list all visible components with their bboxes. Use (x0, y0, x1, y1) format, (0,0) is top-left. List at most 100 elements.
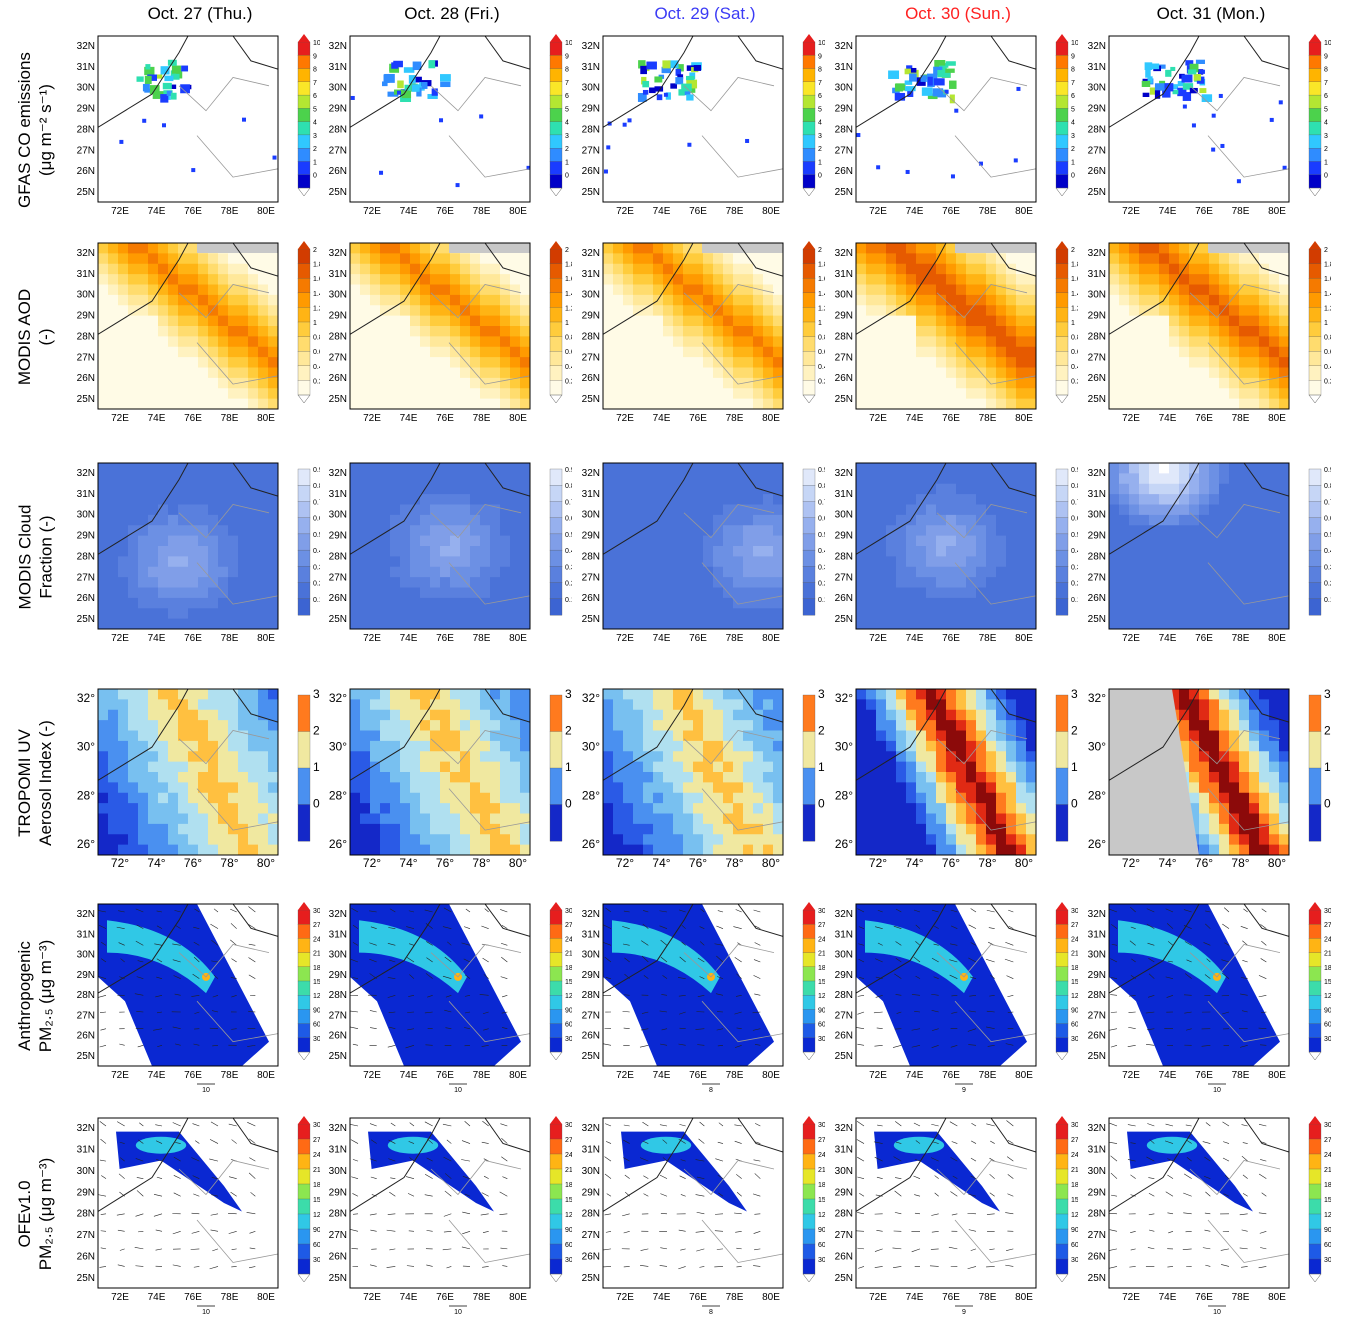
field-cell (138, 253, 149, 265)
field-cell (350, 305, 361, 317)
field-cell (238, 699, 249, 711)
field-cell (1026, 398, 1036, 409)
field-cell (743, 751, 754, 763)
field-cell (98, 398, 109, 409)
field-cell (148, 294, 159, 306)
field-cell (1016, 740, 1027, 752)
field-cell (410, 751, 421, 763)
emission-cell (1211, 113, 1216, 118)
lat-tick-label: 28N (835, 551, 853, 562)
field-cell (926, 336, 937, 348)
field-cell (440, 473, 451, 485)
field-cell (683, 473, 694, 485)
colorbar-max-triangle (1056, 241, 1068, 249)
field-cell (1179, 294, 1190, 306)
field-cell (238, 751, 249, 763)
field-cell (1279, 357, 1289, 369)
field-cell (1239, 597, 1250, 609)
field-cell (1249, 263, 1260, 275)
field-cell (390, 253, 401, 265)
field-cell (906, 813, 917, 825)
field-cell (623, 556, 634, 568)
emission-cell (642, 89, 649, 95)
field-cell (108, 689, 119, 700)
field-cell (856, 473, 867, 485)
field-cell (926, 494, 937, 506)
colorbar-tick-label: 0.8 (1071, 335, 1078, 342)
field-cell (268, 377, 278, 389)
field-cell (1109, 346, 1120, 358)
field-cell (1279, 525, 1289, 537)
field-cell (198, 294, 209, 306)
field-cell (733, 315, 744, 327)
field-cell (1179, 494, 1190, 506)
field-cell (1129, 597, 1140, 609)
field-cell (1006, 823, 1017, 835)
field-cell (450, 305, 461, 317)
field-cell (1239, 514, 1250, 526)
field-cell (986, 388, 997, 400)
field-cell (360, 346, 371, 358)
lon-tick-label: 72E (363, 633, 381, 644)
state-border (1189, 77, 1289, 178)
emission-cell (668, 60, 679, 69)
field-cell (956, 823, 967, 835)
field-cell (1239, 566, 1250, 578)
emission-cell (242, 117, 247, 122)
colorbar-swatch (1055, 307, 1069, 323)
map-field (350, 36, 530, 202)
field-cell (683, 618, 694, 629)
field-cell (1169, 546, 1180, 557)
field-cell (380, 483, 391, 495)
colorbar-swatch (297, 365, 311, 381)
field-cell (723, 608, 734, 620)
field-cell (966, 608, 977, 620)
colorbar-tick-label: 0.7 (1324, 499, 1331, 506)
field-cell (360, 618, 371, 629)
field-cell (733, 494, 744, 506)
lat-tick-label: 30° (582, 740, 600, 754)
field-cell (370, 761, 381, 773)
field-cell (138, 608, 149, 620)
field-cell (703, 253, 714, 265)
field-cell (856, 367, 867, 379)
field-cell (248, 514, 259, 526)
colorbar-swatch (1055, 380, 1069, 396)
lon-tick-label: 80° (762, 856, 780, 870)
lat-tick-label: 32N (835, 468, 853, 479)
field-cell (520, 689, 530, 700)
field-cell (410, 556, 421, 568)
field-cell (390, 336, 401, 348)
field-cell (1199, 346, 1210, 358)
field-cell (380, 772, 391, 783)
field-cell (643, 346, 654, 358)
colorbar-tick-label: 10 (313, 40, 320, 47)
field-cell (956, 546, 967, 557)
field-cell (603, 243, 614, 254)
field-cell (936, 782, 947, 794)
field-cell (986, 792, 997, 804)
lat-tick-label: 26N (1088, 373, 1106, 384)
field-cell (1269, 294, 1280, 306)
emission-cell (920, 75, 927, 82)
field-cell (1006, 504, 1017, 516)
field-cell (683, 463, 694, 474)
lon-tick-label: 76° (184, 856, 202, 870)
field-cell (866, 357, 877, 369)
field-cell (673, 720, 684, 732)
field-cell (470, 556, 481, 568)
field-cell (238, 377, 249, 389)
field-cell (118, 546, 129, 557)
country-border (603, 36, 694, 128)
field-cell (996, 357, 1007, 369)
lon-tick-label: 78E (473, 413, 491, 424)
state-border (178, 77, 278, 178)
field-cell (763, 608, 774, 620)
field-cell (713, 834, 724, 846)
lon-tick-label: 72E (111, 633, 129, 644)
field-cell (360, 398, 371, 409)
field-cell (1239, 473, 1250, 485)
field-cell (430, 315, 441, 327)
field-cell (996, 315, 1007, 327)
field-cell (188, 263, 199, 275)
